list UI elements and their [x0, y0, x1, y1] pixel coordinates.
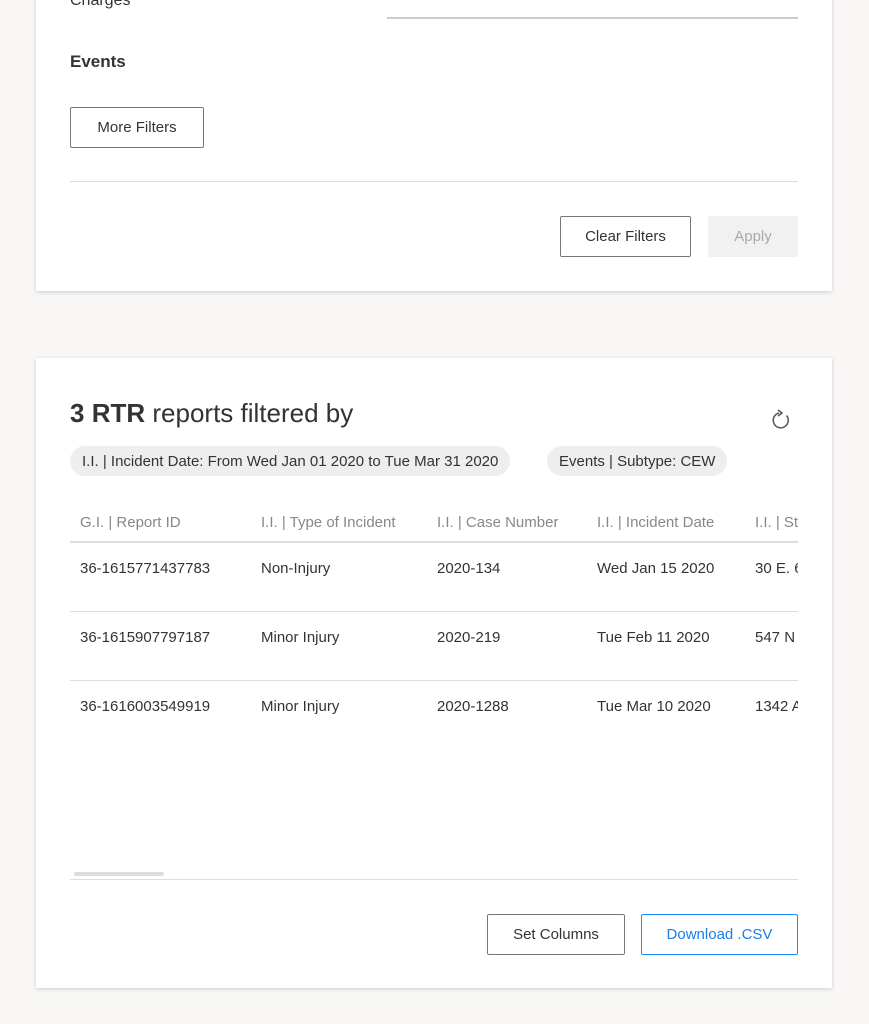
street: 1342 A	[755, 698, 798, 715]
incident-date: Tue Mar 10 2020	[597, 698, 711, 715]
more-filters-button[interactable]: More Filters	[70, 107, 204, 148]
report-id: 36-1615771437783	[80, 560, 211, 577]
charges-label: Charges	[70, 0, 131, 9]
refresh-icon[interactable]	[770, 409, 792, 431]
incident-date: Wed Jan 15 2020	[597, 560, 715, 577]
column-header[interactable]: G.I. | Report ID	[80, 514, 181, 531]
case-number: 2020-134	[437, 560, 501, 577]
case-number: 2020-219	[437, 629, 501, 646]
report-id: 36-1615907797187	[80, 629, 211, 646]
filters-card: Charges Events More Filters Clear Filter…	[36, 0, 832, 291]
report-id: 36-1616003549919	[80, 698, 211, 715]
column-header[interactable]: I.I. | Incident Date	[597, 514, 715, 531]
filter-chip-incident-date[interactable]: I.I. | Incident Date: From Wed Jan 01 20…	[70, 446, 511, 476]
column-header[interactable]: I.I. | Str	[755, 514, 798, 531]
case-number: 2020-1288	[437, 698, 509, 715]
divider	[70, 181, 798, 182]
download-csv-button[interactable]: Download .CSV	[641, 914, 798, 955]
clear-filters-button[interactable]: Clear Filters	[560, 216, 691, 257]
results-table: G.I. | Report ID I.I. | Type of Incident…	[70, 498, 798, 878]
events-label: Events	[70, 52, 126, 71]
apply-button[interactable]: Apply	[708, 216, 798, 257]
charges-input[interactable]	[387, 17, 798, 19]
table-header: G.I. | Report ID I.I. | Type of Incident…	[70, 498, 798, 543]
divider	[70, 879, 798, 880]
report-type: RTR	[91, 398, 146, 428]
incident-type: Minor Injury	[261, 698, 340, 715]
column-header[interactable]: I.I. | Case Number	[437, 514, 559, 531]
set-columns-button[interactable]: Set Columns	[487, 914, 625, 955]
title-rest: reports filtered by	[152, 398, 354, 428]
result-count: 3	[70, 398, 85, 428]
incident-type: Non-Injury	[261, 560, 331, 577]
incident-date: Tue Feb 11 2020	[597, 629, 710, 646]
table-row[interactable]: 36-1615907797187 Minor Injury 2020-219 T…	[70, 612, 798, 681]
table-row[interactable]: 36-1615771437783 Non-Injury 2020-134 Wed…	[70, 543, 798, 612]
horizontal-scrollbar[interactable]	[74, 872, 164, 876]
incident-type: Minor Injury	[261, 629, 340, 646]
filter-chip-events[interactable]: Events | Subtype: CEW	[547, 446, 728, 476]
street: 30 E. 6	[755, 560, 798, 577]
column-header[interactable]: I.I. | Type of Incident	[261, 514, 396, 531]
table-row[interactable]: 36-1616003549919 Minor Injury 2020-1288 …	[70, 681, 798, 750]
street: 547 N	[755, 629, 796, 646]
results-card: 3 RTR reports filtered by I.I. | Inciden…	[36, 358, 832, 988]
results-title: 3 RTR reports filtered by	[70, 398, 353, 429]
